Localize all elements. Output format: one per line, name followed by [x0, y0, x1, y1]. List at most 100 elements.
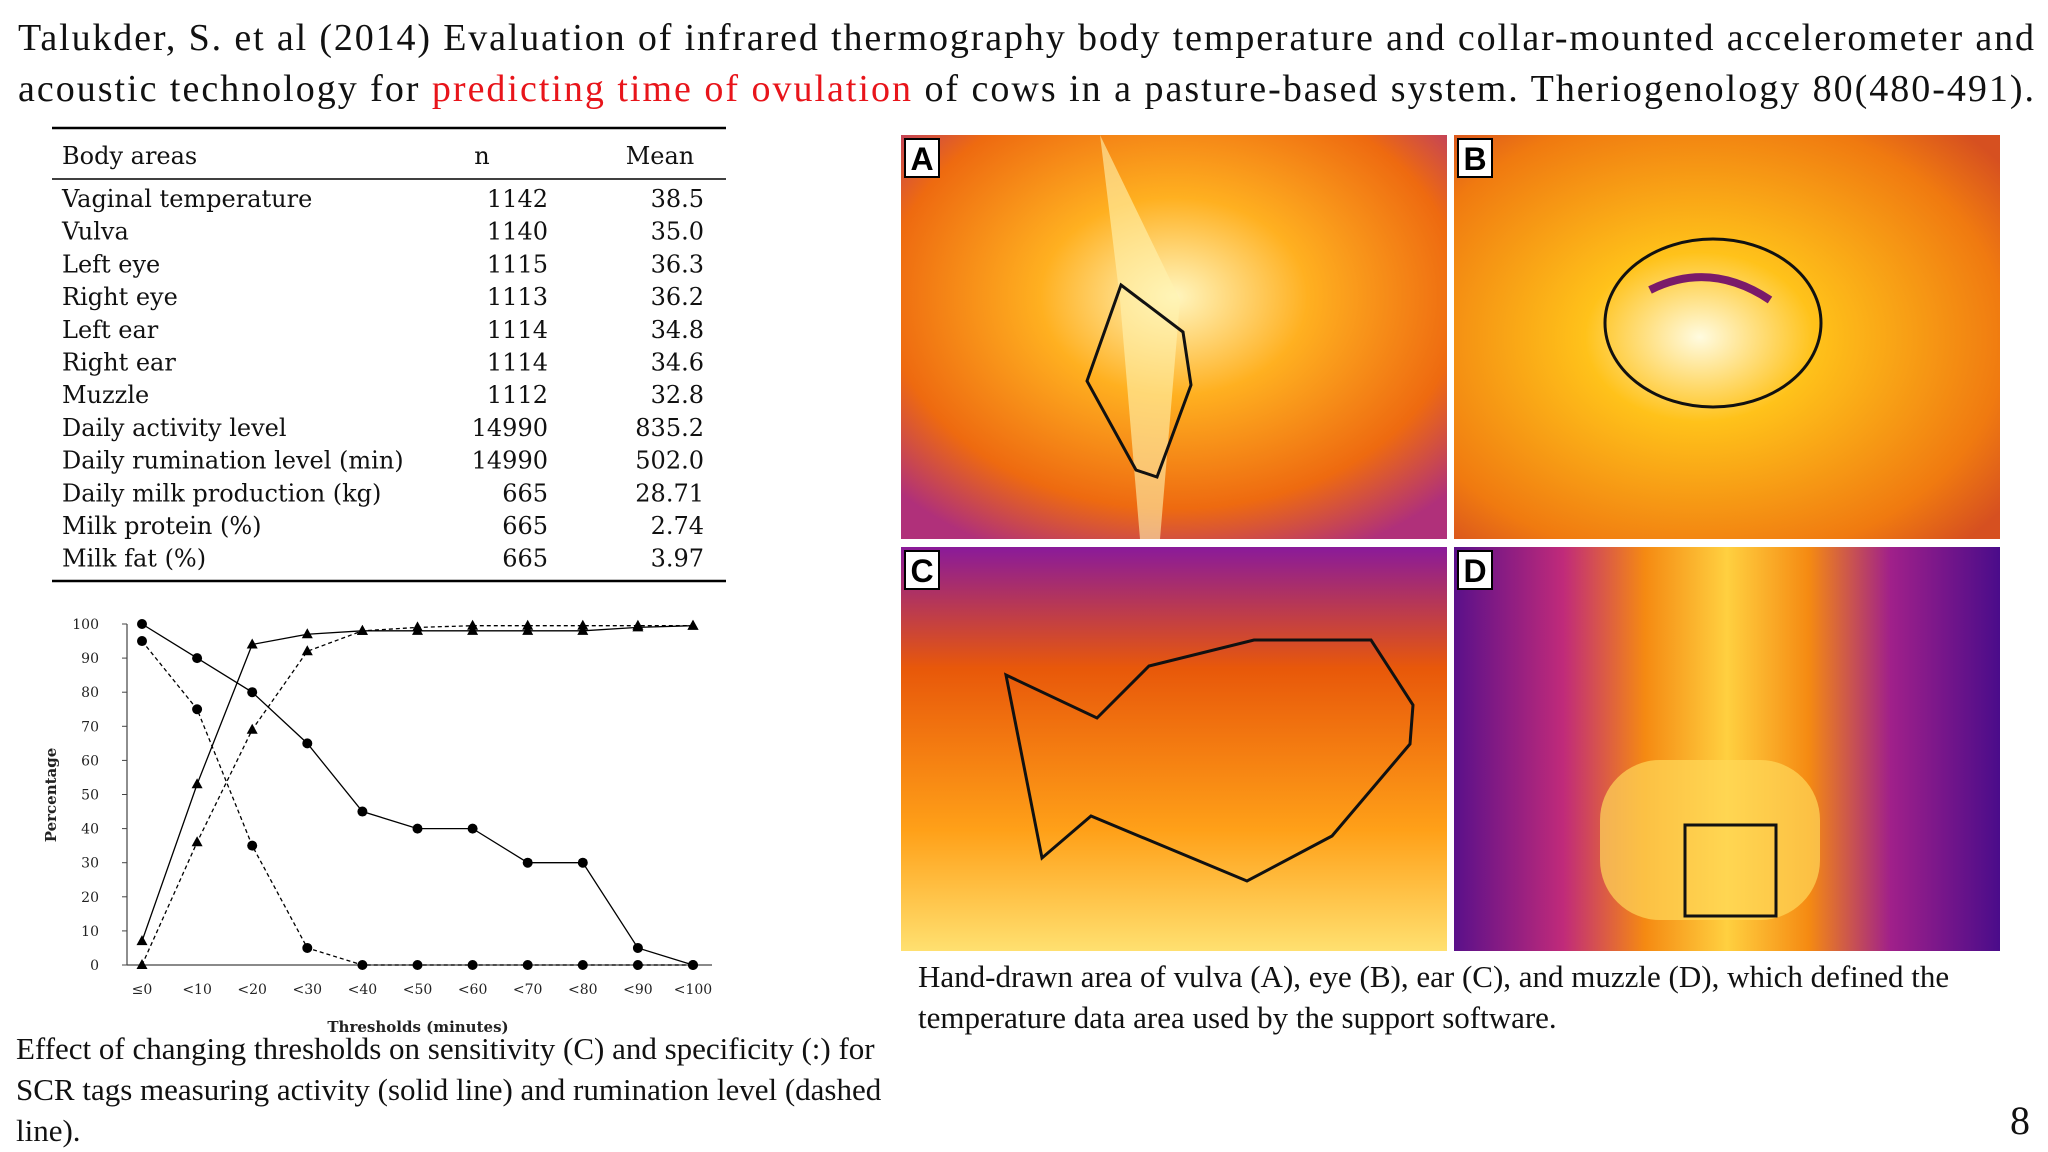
- point: [136, 959, 148, 969]
- table-cell: 34.8: [651, 316, 704, 344]
- y-tick-label: 80: [81, 685, 99, 701]
- table-cell: 3.97: [651, 545, 704, 573]
- point: [577, 624, 589, 635]
- table-cell: Vaginal temperature: [61, 185, 312, 213]
- table-cell: 28.71: [635, 479, 704, 507]
- table-cell: 665: [502, 479, 548, 507]
- point: [522, 619, 534, 630]
- point: [688, 960, 698, 970]
- table-cell: 1112: [487, 381, 548, 409]
- image-label: D: [1463, 553, 1486, 589]
- point: [467, 823, 478, 834]
- citation-text: acoustic technology for: [18, 68, 430, 110]
- image-label-box: [1457, 138, 1493, 178]
- table-cell: 34.6: [651, 349, 704, 377]
- table-cell: Vulva: [61, 218, 129, 246]
- table-cell: 1113: [487, 283, 548, 311]
- x-tick-label: <60: [458, 982, 488, 998]
- point: [467, 960, 478, 970]
- image-label: B: [1463, 141, 1486, 177]
- table-cell: 14990: [472, 414, 548, 442]
- table-cell: Right eye: [62, 283, 178, 311]
- image-label: A: [910, 141, 933, 177]
- point: [467, 624, 479, 635]
- table-cell: Left eye: [62, 250, 160, 278]
- table-cell: 665: [502, 545, 548, 573]
- y-tick-label: 90: [81, 651, 99, 667]
- table: Body areas n Mean Vaginal temperature 1142 38…: [52, 126, 726, 583]
- chart: 0 10 20 30 40 50 60 70 80 90 100 ≤0 <10 <20 <30 <40 <50 <…: [42, 617, 712, 1036]
- citation-line: acoustic technology for predicting time …: [18, 68, 2034, 110]
- image-label-box: [904, 138, 940, 178]
- table-header: Body areas: [62, 142, 197, 170]
- point: [522, 624, 534, 635]
- table-header: n: [474, 142, 489, 170]
- x-tick-label: <20: [237, 982, 267, 998]
- point: [356, 624, 368, 635]
- thermal-image-b: [1454, 135, 2000, 539]
- y-tick-label: 10: [81, 924, 99, 940]
- y-tick-label: 40: [81, 822, 99, 838]
- y-tick-label: 60: [81, 753, 99, 769]
- table-cell: 35.0: [651, 218, 704, 246]
- point: [301, 645, 313, 656]
- point: [136, 935, 148, 946]
- series-line: [141, 625, 694, 942]
- table-cell: Muzzle: [62, 381, 149, 409]
- point: [522, 960, 533, 970]
- table-cell: 665: [502, 512, 548, 540]
- thermal-image-c: [901, 547, 1447, 951]
- point: [192, 653, 203, 664]
- y-tick-label: 0: [90, 958, 99, 974]
- y-tick-label: 70: [81, 719, 99, 735]
- point: [577, 960, 588, 970]
- citation-highlight: predicting time of ovulation: [432, 68, 911, 110]
- point: [577, 619, 589, 630]
- point: [192, 704, 203, 715]
- image-labels: A B C D: [904, 138, 1493, 590]
- image-caption: Hand-drawn area of vulva (A), eye (B), e…: [918, 959, 1950, 1035]
- point: [632, 960, 643, 970]
- point: [412, 621, 423, 632]
- page-number: 8: [2010, 1098, 2030, 1143]
- y-tick-label: 100: [72, 617, 99, 633]
- table-cell: 502.0: [635, 447, 704, 475]
- table-cell: 36.2: [651, 283, 704, 311]
- point: [412, 960, 423, 970]
- table-cell: Daily activity level: [62, 414, 287, 442]
- x-tick-label: <80: [568, 982, 598, 998]
- x-tick-label: <30: [293, 982, 323, 998]
- series-line: [141, 625, 693, 966]
- point: [632, 619, 644, 630]
- point: [246, 638, 258, 649]
- y-axis-label: Percentage: [42, 748, 60, 843]
- table-cell: 1140: [487, 218, 548, 246]
- point: [137, 619, 147, 629]
- table-cell: 835.2: [635, 414, 704, 442]
- table-cell: 1142: [487, 185, 548, 213]
- table-cell: Daily milk production (kg): [62, 479, 381, 507]
- point: [191, 778, 203, 789]
- point: [632, 942, 643, 953]
- table-header: Mean: [626, 142, 695, 170]
- x-tick-label: <90: [623, 982, 653, 998]
- x-axis-label: Thresholds (minutes): [327, 1018, 508, 1036]
- table-cell: Milk protein (%): [62, 512, 262, 540]
- table-cell: Milk fat (%): [62, 545, 206, 573]
- point: [357, 960, 368, 970]
- series-line: [141, 640, 693, 966]
- point: [247, 687, 258, 698]
- x-tick-label: ≤0: [132, 982, 153, 998]
- point: [302, 738, 313, 749]
- table-cell: 36.3: [651, 250, 704, 278]
- point: [467, 619, 479, 630]
- x-tick-label: <50: [403, 982, 433, 998]
- citation-text: of cows in a pasture-based system. Theri…: [913, 68, 2034, 110]
- table-cell: Daily rumination level (min): [62, 447, 404, 475]
- y-tick-label: 30: [81, 856, 99, 872]
- point: [246, 723, 258, 734]
- point: [301, 628, 313, 639]
- table-cell: Left ear: [62, 316, 159, 344]
- table-cell: 2.74: [651, 512, 704, 540]
